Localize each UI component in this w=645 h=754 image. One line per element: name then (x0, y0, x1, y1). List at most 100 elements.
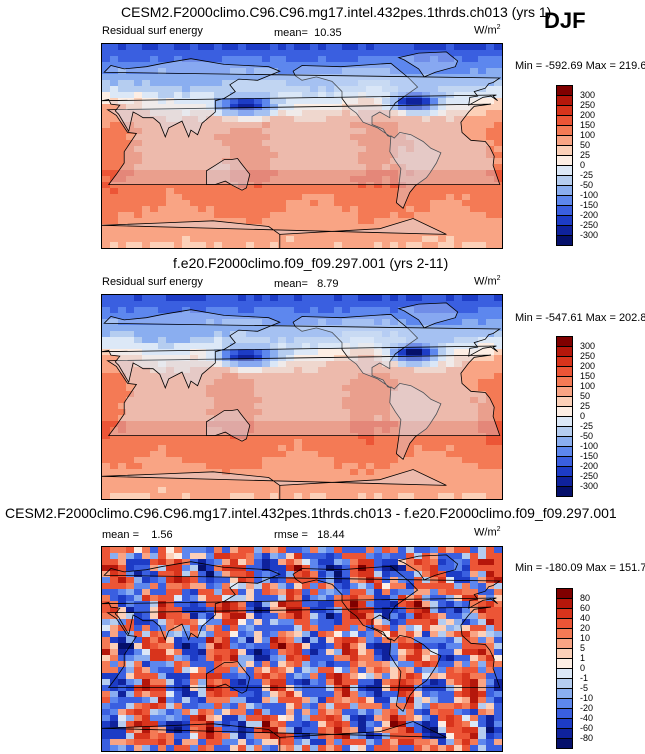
field-cell (478, 188, 487, 195)
field-cell (326, 146, 335, 153)
field-cell (254, 349, 263, 356)
field-cell (158, 631, 167, 638)
field-cell (246, 571, 255, 578)
field-cell (414, 349, 423, 356)
field-cell (150, 242, 159, 248)
field-cell (302, 373, 311, 380)
field-cell (206, 355, 215, 362)
field-cell (206, 553, 215, 560)
field-cell (390, 601, 399, 608)
field-cell (214, 661, 223, 668)
field-cell (342, 74, 351, 81)
field-cell (478, 134, 487, 141)
field-cell (486, 236, 495, 243)
field-cell (318, 98, 327, 105)
field-cell (470, 212, 479, 219)
field-cell (206, 80, 215, 87)
field-cell (366, 379, 375, 386)
field-cell (150, 601, 159, 608)
field-cell (246, 415, 255, 422)
field-cell (310, 685, 319, 692)
field-cell (174, 152, 183, 159)
field-cell (102, 403, 111, 410)
field-cell (494, 649, 502, 656)
field-cell (334, 68, 343, 75)
field-cell (214, 158, 223, 165)
field-cell (302, 355, 311, 362)
field-cell (246, 92, 255, 99)
field-cell (286, 571, 295, 578)
field-cell (430, 487, 439, 494)
field-cell (438, 140, 447, 147)
field-cell (158, 421, 167, 428)
field-cell (350, 631, 359, 638)
colorbar-tick-label: 300 (580, 89, 596, 100)
field-cell (254, 691, 263, 698)
field-cell (134, 595, 143, 602)
field-cell (422, 613, 431, 620)
field-cell (190, 367, 199, 374)
field-cell (278, 56, 287, 63)
field-cell (446, 56, 455, 63)
field-cell (182, 170, 191, 177)
field-cell (430, 667, 439, 674)
field-cell (358, 158, 367, 165)
field-cell (430, 403, 439, 410)
field-cell (390, 343, 399, 350)
field-cell (342, 649, 351, 656)
field-cell (310, 721, 319, 728)
field-cell (262, 415, 271, 422)
field-cell (174, 577, 183, 584)
field-cell (126, 56, 135, 63)
field-cell (374, 200, 383, 207)
field-cell (134, 116, 143, 123)
field-cell (230, 613, 239, 620)
field-cell (438, 433, 447, 440)
field-cell (462, 637, 471, 644)
field-cell (494, 715, 502, 722)
field-cell (158, 194, 167, 201)
field-cell (126, 667, 135, 674)
field-cell (478, 319, 487, 326)
field-cell (342, 92, 351, 99)
field-cell (246, 475, 255, 482)
field-cell (366, 673, 375, 680)
field-cell (374, 427, 383, 434)
field-cell (390, 559, 399, 566)
field-cell (254, 439, 263, 446)
field-cell (190, 631, 199, 638)
field-cell (222, 391, 231, 398)
field-cell (318, 721, 327, 728)
field-cell (262, 170, 271, 177)
field-cell (438, 230, 447, 237)
field-cell (254, 230, 263, 237)
field-cell (318, 595, 327, 602)
field-cell (446, 337, 455, 344)
field-cell (198, 194, 207, 201)
field-cell (310, 331, 319, 338)
field-cell (438, 463, 447, 470)
field-cell (374, 697, 383, 704)
field-cell (294, 421, 303, 428)
field-cell (278, 655, 287, 662)
field-cell (134, 164, 143, 171)
field-cell (462, 242, 471, 248)
field-cell (206, 667, 215, 674)
field-cell (150, 445, 159, 452)
field-cell (342, 182, 351, 189)
field-cell (102, 218, 111, 225)
field-cell (454, 715, 463, 722)
field-cell (486, 469, 495, 476)
field-cell (278, 547, 287, 554)
field-cell (118, 349, 127, 356)
field-cell (438, 469, 447, 476)
field-cell (414, 421, 423, 428)
field-cell (230, 385, 239, 392)
field-cell (390, 325, 399, 332)
field-cell (278, 613, 287, 620)
colorbar-swatch (556, 376, 573, 387)
field-cell (310, 475, 319, 482)
field-cell (350, 92, 359, 99)
field-cell (342, 451, 351, 458)
field-cell (246, 589, 255, 596)
